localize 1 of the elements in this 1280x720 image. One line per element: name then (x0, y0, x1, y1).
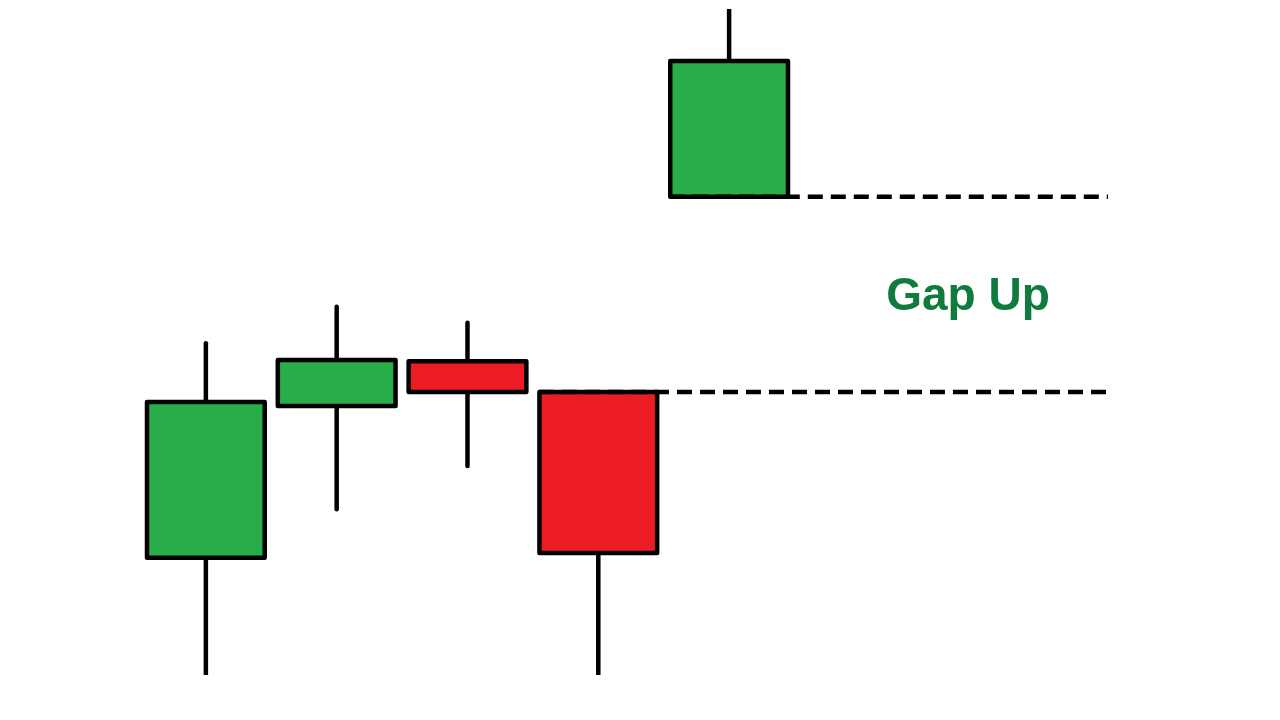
text: Gap Up (886, 268, 1050, 321)
